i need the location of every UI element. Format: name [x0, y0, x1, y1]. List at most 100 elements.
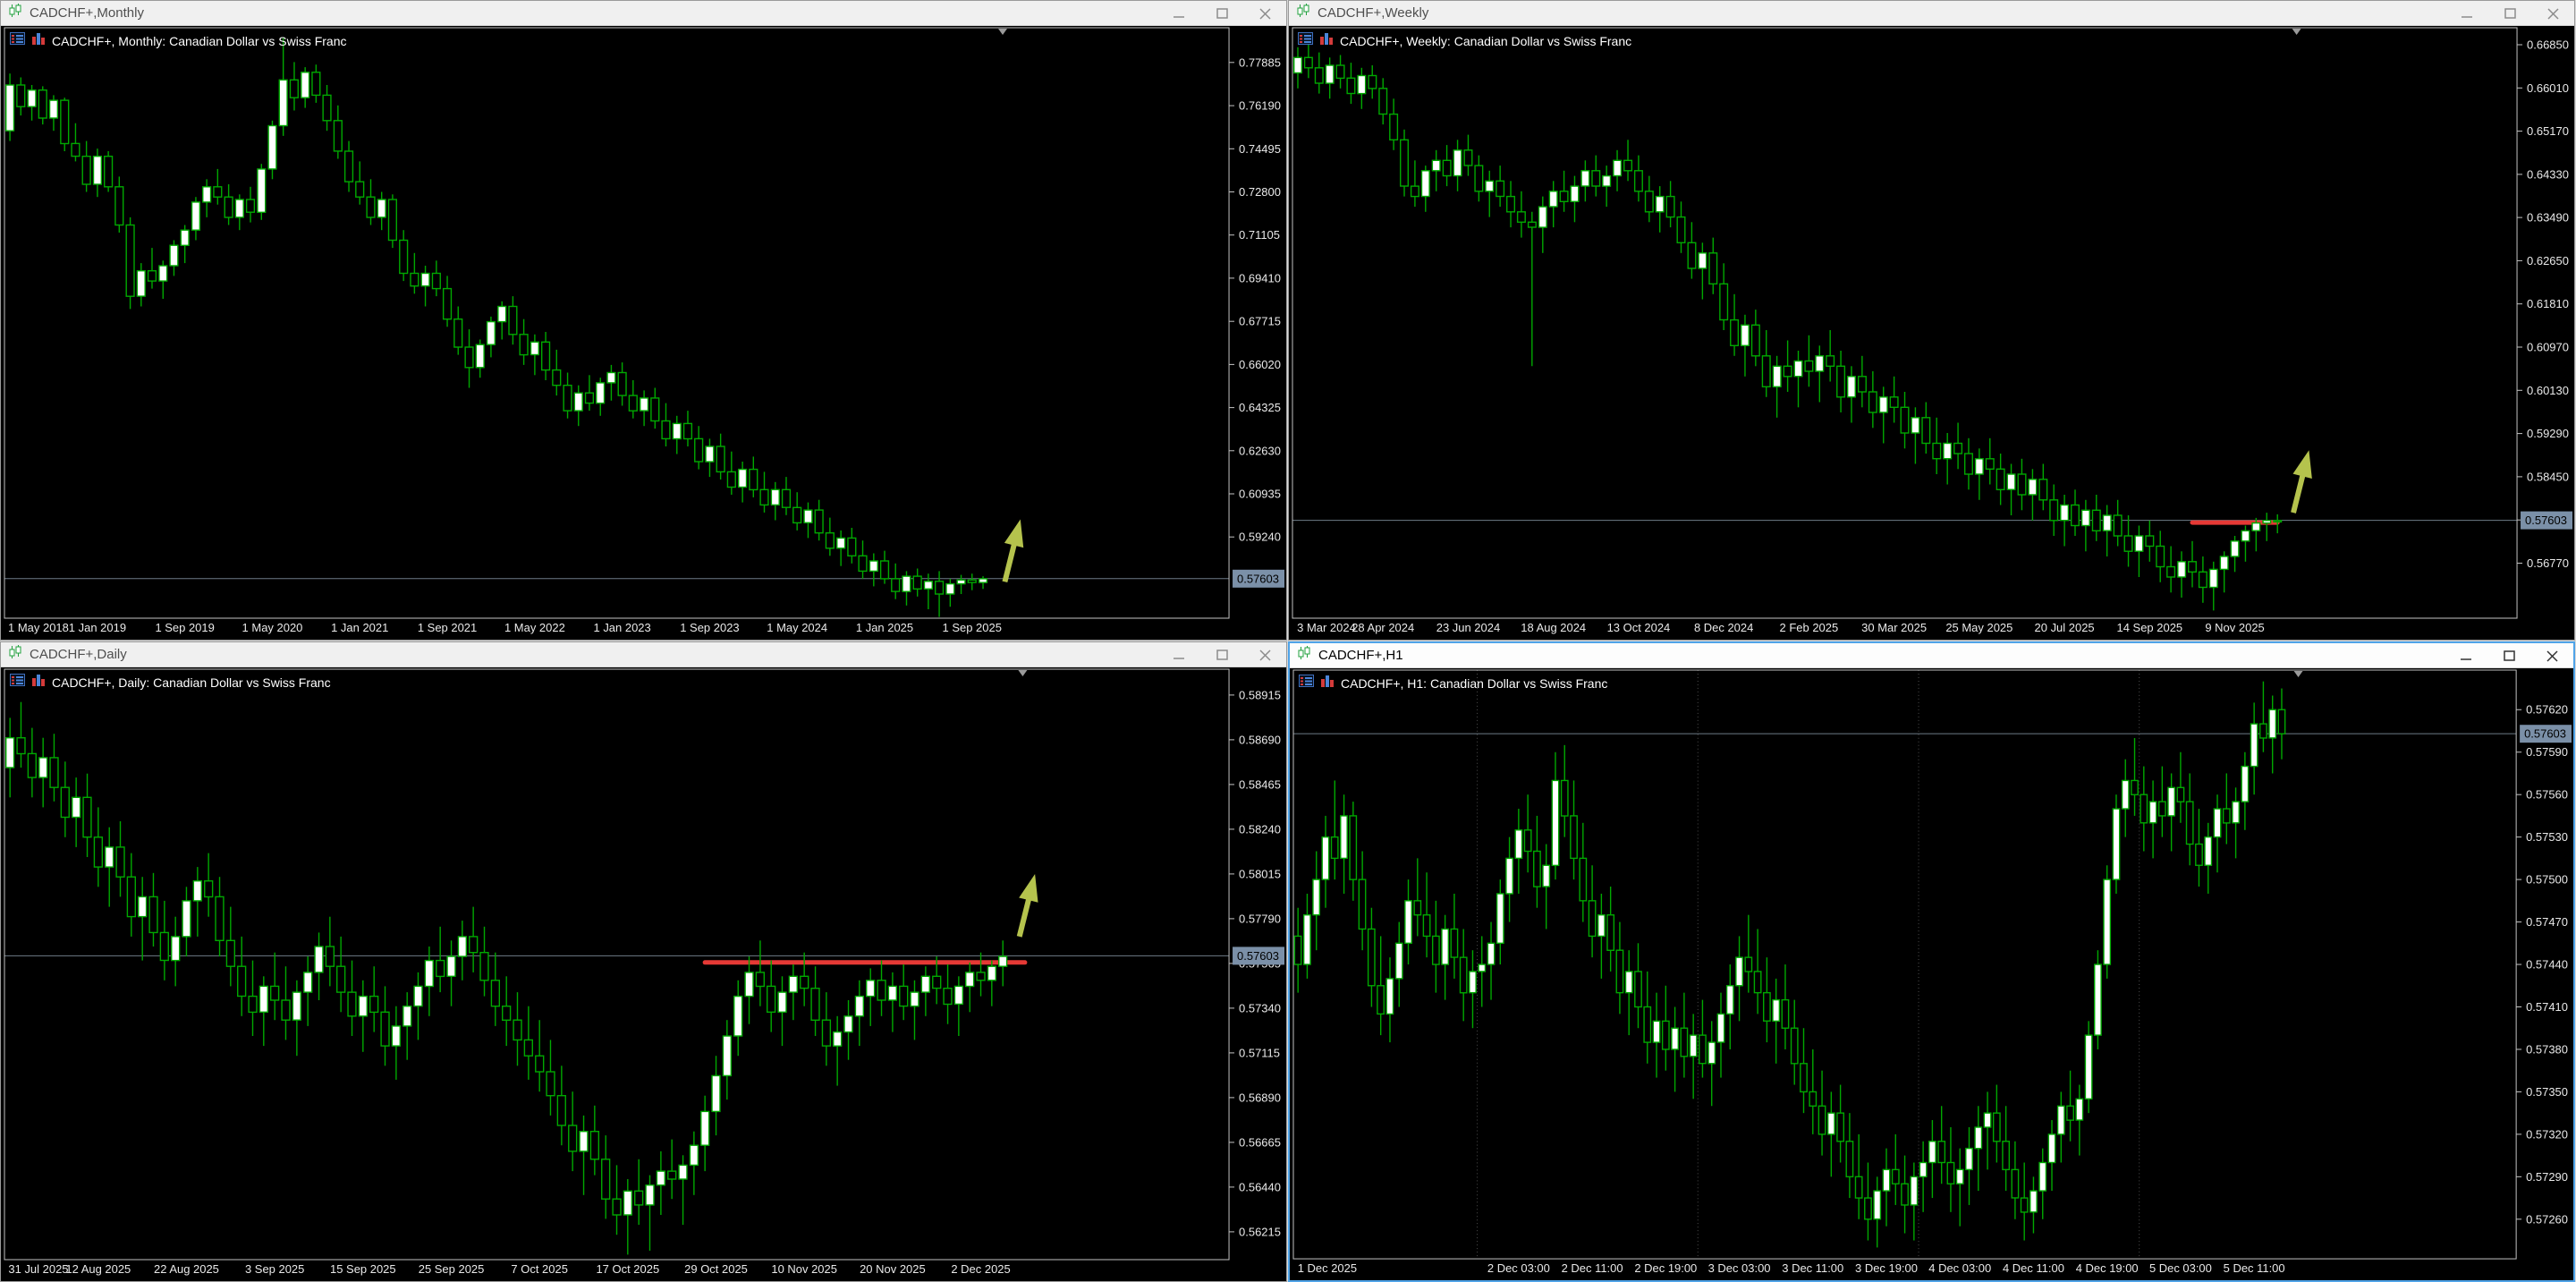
- chart-window-monthly: CADCHF+,Monthly CADCHF+, Monthly: Canadi…: [0, 0, 1287, 641]
- window-titlebar[interactable]: CADCHF+,Weekly: [1289, 1, 2574, 26]
- svg-text:30 Mar 2025: 30 Mar 2025: [1861, 621, 1927, 634]
- svg-text:2 Dec 11:00: 2 Dec 11:00: [1562, 1261, 1623, 1275]
- price-chart-daily[interactable]: 0.58915 0.58690 0.58465 0.58240 0.58015 0.577…: [1, 667, 1286, 1281]
- time-axis[interactable]: [1, 1260, 1229, 1281]
- svg-text:0.60935: 0.60935: [1239, 487, 1281, 500]
- close-button[interactable]: [2530, 643, 2573, 667]
- price-chart-monthly[interactable]: 0.77885 0.76190 0.74495 0.72800 0.71105 0.694…: [1, 26, 1286, 640]
- svg-text:0.56890: 0.56890: [1239, 1091, 1281, 1104]
- svg-text:1 Sep 2021: 1 Sep 2021: [418, 621, 477, 634]
- svg-text:0.66010: 0.66010: [2527, 81, 2569, 95]
- price-axis[interactable]: [1229, 26, 1286, 616]
- chart-symbol-label: CADCHF+, H1: Canadian Dollar vs Swiss Fr…: [1341, 675, 1608, 691]
- svg-text:0.58690: 0.58690: [1239, 733, 1281, 746]
- quotes-table-icon: [1299, 675, 1314, 692]
- close-button[interactable]: [1243, 642, 1286, 666]
- svg-text:0.57790: 0.57790: [1239, 912, 1281, 925]
- svg-text:0.57410: 0.57410: [2526, 1000, 2568, 1014]
- chart-header: CADCHF+, H1: Canadian Dollar vs Swiss Fr…: [1299, 675, 1607, 692]
- svg-text:7 Oct 2025: 7 Oct 2025: [511, 1262, 568, 1276]
- minimize-button[interactable]: [2445, 643, 2487, 667]
- candlesticks-icon: [1297, 646, 1311, 665]
- svg-text:10 Nov 2025: 10 Nov 2025: [771, 1262, 837, 1276]
- svg-text:17 Oct 2025: 17 Oct 2025: [596, 1262, 659, 1276]
- price-axis[interactable]: [1229, 667, 1286, 1258]
- svg-text:0.66850: 0.66850: [2527, 38, 2569, 51]
- svg-text:2 Feb 2025: 2 Feb 2025: [1780, 621, 1839, 634]
- svg-text:29 Oct 2025: 29 Oct 2025: [684, 1262, 748, 1276]
- window-title: CADCHF+,Monthly: [30, 5, 144, 21]
- svg-text:0.57590: 0.57590: [2526, 745, 2568, 759]
- close-button[interactable]: [1243, 1, 1286, 25]
- svg-text:0.57603: 0.57603: [1237, 572, 1279, 585]
- svg-text:0.59290: 0.59290: [2527, 427, 2569, 440]
- svg-text:0.58450: 0.58450: [2527, 470, 2569, 483]
- chart-canvas-daily[interactable]: CADCHF+, Daily: Canadian Dollar vs Swiss…: [1, 667, 1286, 1281]
- svg-text:0.56770: 0.56770: [2527, 556, 2569, 570]
- svg-text:1 Jan 2021: 1 Jan 2021: [331, 621, 388, 634]
- chart-window-h1: CADCHF+,H1 CADCHF+, H1: Canadian Dollar …: [1288, 641, 2575, 1282]
- svg-text:0.57115: 0.57115: [1239, 1046, 1280, 1059]
- svg-text:4 Dec 03:00: 4 Dec 03:00: [1928, 1261, 1991, 1275]
- svg-text:0.63490: 0.63490: [2527, 211, 2569, 225]
- svg-text:1 Sep 2023: 1 Sep 2023: [680, 621, 739, 634]
- svg-text:23 Jun 2024: 23 Jun 2024: [1436, 621, 1500, 634]
- svg-text:0.64325: 0.64325: [1239, 401, 1281, 414]
- svg-text:0.56665: 0.56665: [1239, 1135, 1281, 1149]
- candlesticks-icon: [8, 645, 22, 664]
- minimize-button[interactable]: [2445, 1, 2488, 25]
- svg-text:0.60970: 0.60970: [2527, 340, 2569, 353]
- maximize-button[interactable]: [1200, 1, 1243, 25]
- chart-header: CADCHF+, Monthly: Canadian Dollar vs Swi…: [10, 32, 347, 49]
- svg-text:3 Mar 2024: 3 Mar 2024: [1297, 621, 1356, 634]
- price-chart-h1[interactable]: 0.57620 0.57590 0.57560 0.57530 0.57500 0.574…: [1290, 668, 2573, 1280]
- svg-text:1 May 2022: 1 May 2022: [504, 621, 565, 634]
- svg-text:0.77885: 0.77885: [1239, 55, 1281, 69]
- maximize-button[interactable]: [2488, 1, 2531, 25]
- price-chart-weekly[interactable]: 0.66850 0.66010 0.65170 0.64330 0.63490 0.626…: [1289, 26, 2574, 640]
- quotes-table-icon: [1298, 32, 1313, 49]
- svg-text:31 Jul 2025: 31 Jul 2025: [8, 1262, 68, 1276]
- window-titlebar[interactable]: CADCHF+,Monthly: [1, 1, 1286, 26]
- svg-text:0.64330: 0.64330: [2527, 167, 2569, 181]
- bars-chart-icon: [31, 32, 46, 49]
- minimize-button[interactable]: [1157, 1, 1200, 25]
- window-titlebar[interactable]: CADCHF+,H1: [1290, 643, 2573, 668]
- svg-text:14 Sep 2025: 14 Sep 2025: [2117, 621, 2183, 634]
- minimize-button[interactable]: [1157, 642, 1200, 666]
- svg-text:0.74495: 0.74495: [1239, 142, 1281, 156]
- svg-text:3 Dec 19:00: 3 Dec 19:00: [1855, 1261, 1918, 1275]
- svg-text:0.57560: 0.57560: [2526, 788, 2568, 802]
- svg-text:0.57470: 0.57470: [2526, 915, 2568, 929]
- time-axis[interactable]: [1290, 1259, 2516, 1280]
- maximize-button[interactable]: [1200, 642, 1243, 666]
- window-title: CADCHF+,Daily: [30, 647, 127, 662]
- svg-text:4 Dec 19:00: 4 Dec 19:00: [2076, 1261, 2139, 1275]
- chart-header: CADCHF+, Weekly: Canadian Dollar vs Swis…: [1298, 32, 1631, 49]
- candlesticks-icon: [1296, 4, 1310, 22]
- svg-text:28 Apr 2024: 28 Apr 2024: [1352, 621, 1414, 634]
- svg-text:0.58465: 0.58465: [1239, 777, 1281, 791]
- maximize-button[interactable]: [2487, 643, 2530, 667]
- chart-canvas-monthly[interactable]: CADCHF+, Monthly: Canadian Dollar vs Swi…: [1, 26, 1286, 640]
- chart-symbol-label: CADCHF+, Weekly: Canadian Dollar vs Swis…: [1340, 33, 1632, 48]
- svg-text:0.72800: 0.72800: [1239, 185, 1281, 199]
- svg-text:0.67715: 0.67715: [1239, 315, 1281, 328]
- price-axis[interactable]: [2516, 668, 2573, 1257]
- svg-text:0.57620: 0.57620: [2526, 703, 2568, 717]
- window-titlebar[interactable]: CADCHF+,Daily: [1, 642, 1286, 667]
- time-axis[interactable]: [1289, 618, 2517, 640]
- svg-text:0.76190: 0.76190: [1239, 99, 1281, 113]
- svg-text:18 Aug 2024: 18 Aug 2024: [1521, 621, 1586, 634]
- svg-text:0.57500: 0.57500: [2526, 873, 2568, 887]
- chart-canvas-h1[interactable]: CADCHF+, H1: Canadian Dollar vs Swiss Fr…: [1290, 668, 2573, 1280]
- bars-chart-icon: [1320, 675, 1335, 692]
- time-axis[interactable]: [1, 618, 1229, 640]
- svg-text:2 Dec 19:00: 2 Dec 19:00: [1634, 1261, 1697, 1275]
- price-axis[interactable]: [2517, 26, 2574, 616]
- chart-canvas-weekly[interactable]: CADCHF+, Weekly: Canadian Dollar vs Swis…: [1289, 26, 2574, 640]
- close-button[interactable]: [2531, 1, 2574, 25]
- svg-text:1 Sep 2025: 1 Sep 2025: [943, 621, 1002, 634]
- svg-text:20 Jul 2025: 20 Jul 2025: [2035, 621, 2095, 634]
- svg-text:0.57350: 0.57350: [2526, 1085, 2568, 1099]
